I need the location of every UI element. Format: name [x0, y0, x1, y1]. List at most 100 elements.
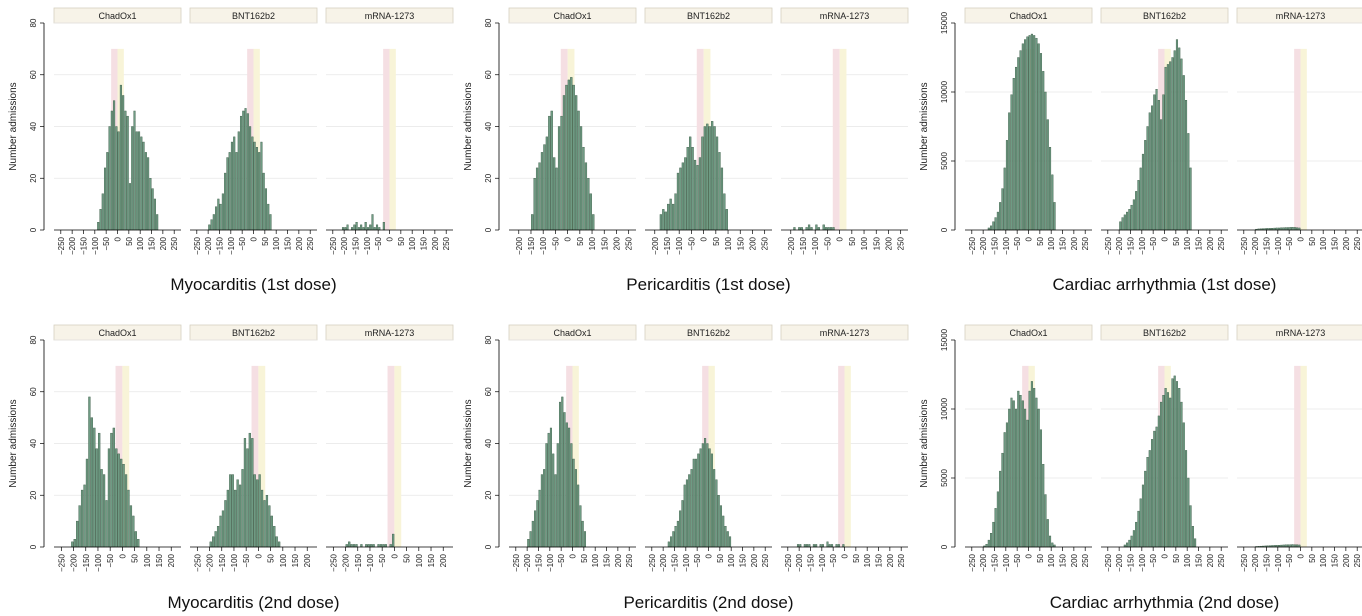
facet-panel: mRNA-1273 −200 −150 −100 −50 0 50 100 150 200 250 — [780, 7, 909, 255]
histogram-bar — [1182, 422, 1185, 548]
histogram-bar — [71, 541, 74, 548]
histogram-bar — [711, 121, 714, 231]
x-tick-label: −50 — [829, 553, 838, 567]
y-axis-label: Number admissions — [8, 399, 19, 487]
x-tick-label: −100 — [230, 553, 239, 572]
histogram-bar — [1021, 400, 1024, 548]
histogram-bar — [561, 396, 564, 548]
histogram-bar — [122, 464, 125, 548]
histogram-bar — [996, 491, 999, 548]
histogram-bar — [555, 167, 558, 231]
histogram-bar — [547, 432, 550, 548]
histogram-bar — [369, 224, 372, 231]
histogram-bar — [231, 474, 234, 548]
histogram-bar — [244, 108, 247, 231]
x-tick-label: −100 — [227, 236, 236, 255]
histogram-bar — [1180, 401, 1183, 548]
histogram-bar — [142, 141, 145, 231]
histogram-bar — [1001, 452, 1004, 548]
histogram-bar — [538, 489, 541, 548]
x-tick-label: 50 — [1308, 236, 1317, 245]
histogram-bar — [228, 152, 231, 231]
histogram-bar — [669, 198, 672, 231]
histogram-bar — [219, 203, 222, 231]
histogram-bar — [108, 126, 111, 231]
x-tick-label: −200 — [1251, 553, 1260, 572]
histogram-bar — [713, 126, 716, 231]
x-tick-label: −100 — [1274, 236, 1283, 255]
histogram-bar — [698, 157, 702, 231]
x-tick-label: −150 — [990, 553, 999, 572]
histogram-bar — [267, 203, 270, 231]
x-tick-label: −150 — [82, 553, 91, 572]
x-tick-label: 150 — [1195, 236, 1204, 250]
histogram-bar — [112, 427, 115, 548]
histogram-bar — [676, 520, 679, 548]
histogram-bar — [1028, 35, 1031, 231]
histogram-bar — [156, 214, 159, 231]
histogram-bar — [562, 95, 566, 231]
y-tick-label: 80 — [484, 335, 493, 344]
x-tick-label: −200 — [204, 236, 213, 255]
risk-window-post — [1300, 365, 1307, 547]
facet-label: BNT162b2 — [232, 11, 275, 21]
facet-panel: ChadOx1 −250 −200 −150 −100 −50 0 50 100 150 200 25… — [53, 7, 182, 255]
x-tick-label: 50 — [576, 236, 585, 245]
histogram-bar — [1119, 221, 1122, 231]
risk-window-post — [844, 365, 851, 547]
histogram-bar — [382, 222, 385, 231]
histogram-bar — [1148, 450, 1151, 548]
x-tick-label: −50 — [823, 236, 832, 250]
histogram-bar — [692, 458, 695, 548]
x-tick-label: −100 — [1274, 553, 1283, 572]
y-tick-label: 40 — [484, 439, 493, 448]
risk-window-post — [1300, 48, 1307, 230]
histogram-bar — [681, 162, 684, 231]
y-tick-label: 20 — [484, 173, 493, 182]
x-tick-label: 200 — [167, 553, 176, 567]
histogram-bar — [235, 152, 238, 231]
x-tick-label: −100 — [675, 236, 684, 255]
histogram-bar — [364, 222, 367, 231]
x-tick-label: 100 — [136, 236, 145, 250]
histogram-bar — [242, 110, 245, 231]
x-tick-label: 100 — [408, 236, 417, 250]
histogram-bar — [208, 224, 211, 231]
x-tick-label: −150 — [534, 553, 543, 572]
histogram-bar — [1024, 408, 1027, 548]
x-tick-label: 100 — [591, 553, 600, 567]
x-tick-label: 100 — [1319, 236, 1328, 250]
x-tick-label: −250 — [784, 553, 793, 572]
x-tick-label: 0 — [1025, 553, 1034, 558]
histogram-bar — [99, 209, 102, 231]
histogram-bar — [256, 479, 259, 548]
histogram-bar — [543, 469, 546, 548]
x-tick-label: −200 — [659, 553, 668, 572]
x-tick-label: 150 — [427, 553, 436, 567]
histogram-bar — [538, 162, 541, 231]
histogram-bar — [725, 209, 728, 231]
x-tick-label: −50 — [1285, 236, 1294, 250]
x-tick-label: −200 — [523, 553, 532, 572]
x-tick-label: −100 — [818, 553, 827, 572]
histogram-bar — [992, 221, 995, 231]
facet-panel: BNT162b2 −250 −200 −150 −100 −50 0 50 100 150 200 2… — [644, 324, 773, 572]
x-tick-label: 0 — [1297, 553, 1306, 558]
histogram-bar — [662, 209, 665, 231]
histogram-bar — [1123, 214, 1126, 231]
x-tick-label: −50 — [378, 553, 387, 567]
histogram-bar — [1024, 39, 1027, 231]
x-tick-label: −150 — [354, 553, 363, 572]
x-tick-label: −50 — [102, 236, 111, 250]
histogram-bar — [704, 438, 707, 548]
x-tick-label: −150 — [990, 236, 999, 255]
x-tick-label: −150 — [215, 236, 224, 255]
histogram-bar — [134, 531, 137, 548]
x-tick-label: −50 — [238, 236, 247, 250]
risk-window-pre — [387, 365, 395, 547]
x-tick-label: 100 — [1183, 236, 1192, 250]
histogram-bar — [807, 224, 811, 231]
histogram-bar — [1030, 33, 1033, 231]
x-tick-label: 0 — [841, 553, 850, 558]
facet-label: mRNA-1273 — [1276, 11, 1326, 21]
